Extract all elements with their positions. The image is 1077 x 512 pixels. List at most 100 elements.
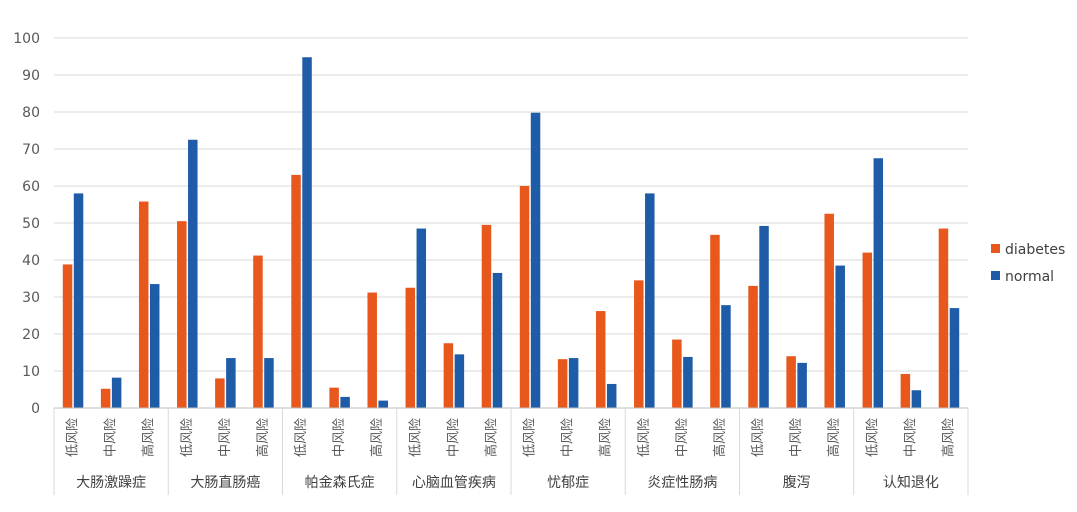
bar-normal (911, 390, 922, 408)
bar-normal (835, 265, 845, 408)
group-label: 大肠激躁症 (76, 474, 146, 491)
bar-diabetes (405, 287, 416, 408)
bar-diabetes (710, 234, 720, 408)
bar-normal (226, 358, 236, 408)
x-tick-label: 高风险 (483, 418, 499, 457)
bar-diabetes (100, 388, 111, 408)
bar-normal (111, 377, 122, 408)
bar-diabetes (900, 373, 911, 408)
x-tick-label: 中风险 (561, 418, 576, 457)
bar-normal (606, 383, 617, 408)
bar-diabetes (634, 280, 644, 408)
x-tick-label: 低风险 (751, 418, 766, 457)
bar-diabetes (443, 343, 454, 408)
bar-diabetes (215, 378, 225, 408)
group-label: 炎症性肠病 (647, 475, 717, 491)
bar-diabetes (138, 201, 149, 408)
bar-diabetes (595, 311, 606, 408)
x-tick-label: 高风险 (712, 418, 728, 457)
x-tick-label: 低风险 (66, 418, 81, 457)
x-tick-label: 低风险 (408, 418, 423, 457)
x-tick-label: 高风险 (141, 418, 157, 457)
legend[interactable]: diabetes normal (991, 242, 1065, 285)
x-tick-label: 低风险 (523, 418, 538, 457)
bar-normal (797, 362, 807, 408)
bar-normal (149, 284, 160, 408)
bar-diabetes (62, 264, 73, 408)
bar-normal (645, 193, 655, 408)
bar-normal (721, 305, 731, 408)
bar-normal (188, 139, 198, 408)
y-tick-label: 90 (22, 68, 40, 84)
bar-diabetes (253, 255, 263, 408)
group-label: 大肠直肠癌 (190, 474, 260, 491)
y-tick-label: 20 (22, 327, 40, 343)
x-tick-label: 中风险 (332, 418, 347, 457)
bar-normal (492, 272, 503, 408)
bar-diabetes (329, 387, 339, 408)
legend-label-normal: normal (1005, 269, 1054, 285)
bar-normal (73, 193, 84, 408)
x-tick-label: 中风险 (789, 418, 804, 457)
bars (62, 57, 960, 409)
bar-normal (340, 396, 350, 408)
bar-diabetes (748, 285, 758, 408)
bar-normal (264, 358, 274, 408)
x-tick-label: 低风险 (294, 418, 309, 457)
group-label: 认知退化 (883, 474, 939, 491)
y-tick-label: 100 (13, 31, 40, 47)
bar-normal (568, 358, 579, 408)
bar-normal (454, 354, 465, 408)
x-tick-label: 中风险 (903, 418, 918, 457)
bar-diabetes (938, 228, 949, 408)
bar-diabetes (367, 292, 377, 408)
y-tick-label: 30 (22, 290, 40, 306)
x-tick-label: 高风险 (598, 418, 614, 457)
bar-diabetes (519, 186, 530, 408)
bar-diabetes (672, 339, 682, 408)
legend-label-diabetes: diabetes (1005, 242, 1065, 258)
legend-swatch-diabetes (991, 244, 1000, 253)
y-axis: 0 10 20 30 40 50 60 70 80 90 100 (13, 31, 40, 417)
bar-normal (378, 400, 388, 408)
bar-diabetes (862, 252, 873, 408)
y-tick-label: 40 (22, 253, 40, 269)
group-label: 腹泻 (783, 474, 811, 491)
y-tick-label: 80 (22, 105, 40, 121)
bar-diabetes (824, 213, 834, 408)
y-tick-label: 50 (22, 216, 40, 232)
bar-normal (683, 356, 693, 408)
bar-normal (302, 57, 312, 409)
x-tick-label: 低风险 (637, 418, 652, 457)
x-tick-label: 低风险 (865, 418, 880, 457)
y-tick-label: 60 (22, 179, 40, 195)
bar-normal (873, 158, 884, 408)
legend-swatch-normal (991, 271, 1000, 280)
x-tick-label: 低风险 (180, 418, 195, 457)
group-label: 帕金森氏症 (305, 475, 375, 491)
x-tick-label: 中风险 (446, 418, 461, 457)
gridlines (54, 37, 968, 372)
bar-diabetes (291, 174, 301, 408)
bar-diabetes (786, 356, 796, 408)
x-tick-label: 高风险 (255, 418, 271, 457)
bar-normal (530, 112, 541, 409)
bar-normal (759, 225, 769, 408)
group-label: 忧郁症 (547, 475, 589, 491)
x-tick-label: 中风险 (218, 418, 233, 457)
x-tick-label: 中风险 (104, 418, 119, 457)
bar-diabetes (177, 221, 187, 408)
y-tick-label: 0 (31, 401, 40, 417)
group-label: 心脑血管疾病 (412, 475, 496, 491)
bar-diabetes (557, 359, 568, 408)
y-tick-label: 10 (22, 364, 40, 380)
y-tick-label: 70 (22, 142, 40, 158)
x-tick-label: 高风险 (940, 418, 956, 457)
bar-diabetes (481, 224, 492, 408)
x-tick-label: 中风险 (675, 418, 690, 457)
x-tick-label: 高风险 (369, 418, 385, 457)
bar-normal (949, 308, 960, 408)
x-tick-label: 高风险 (826, 418, 842, 457)
